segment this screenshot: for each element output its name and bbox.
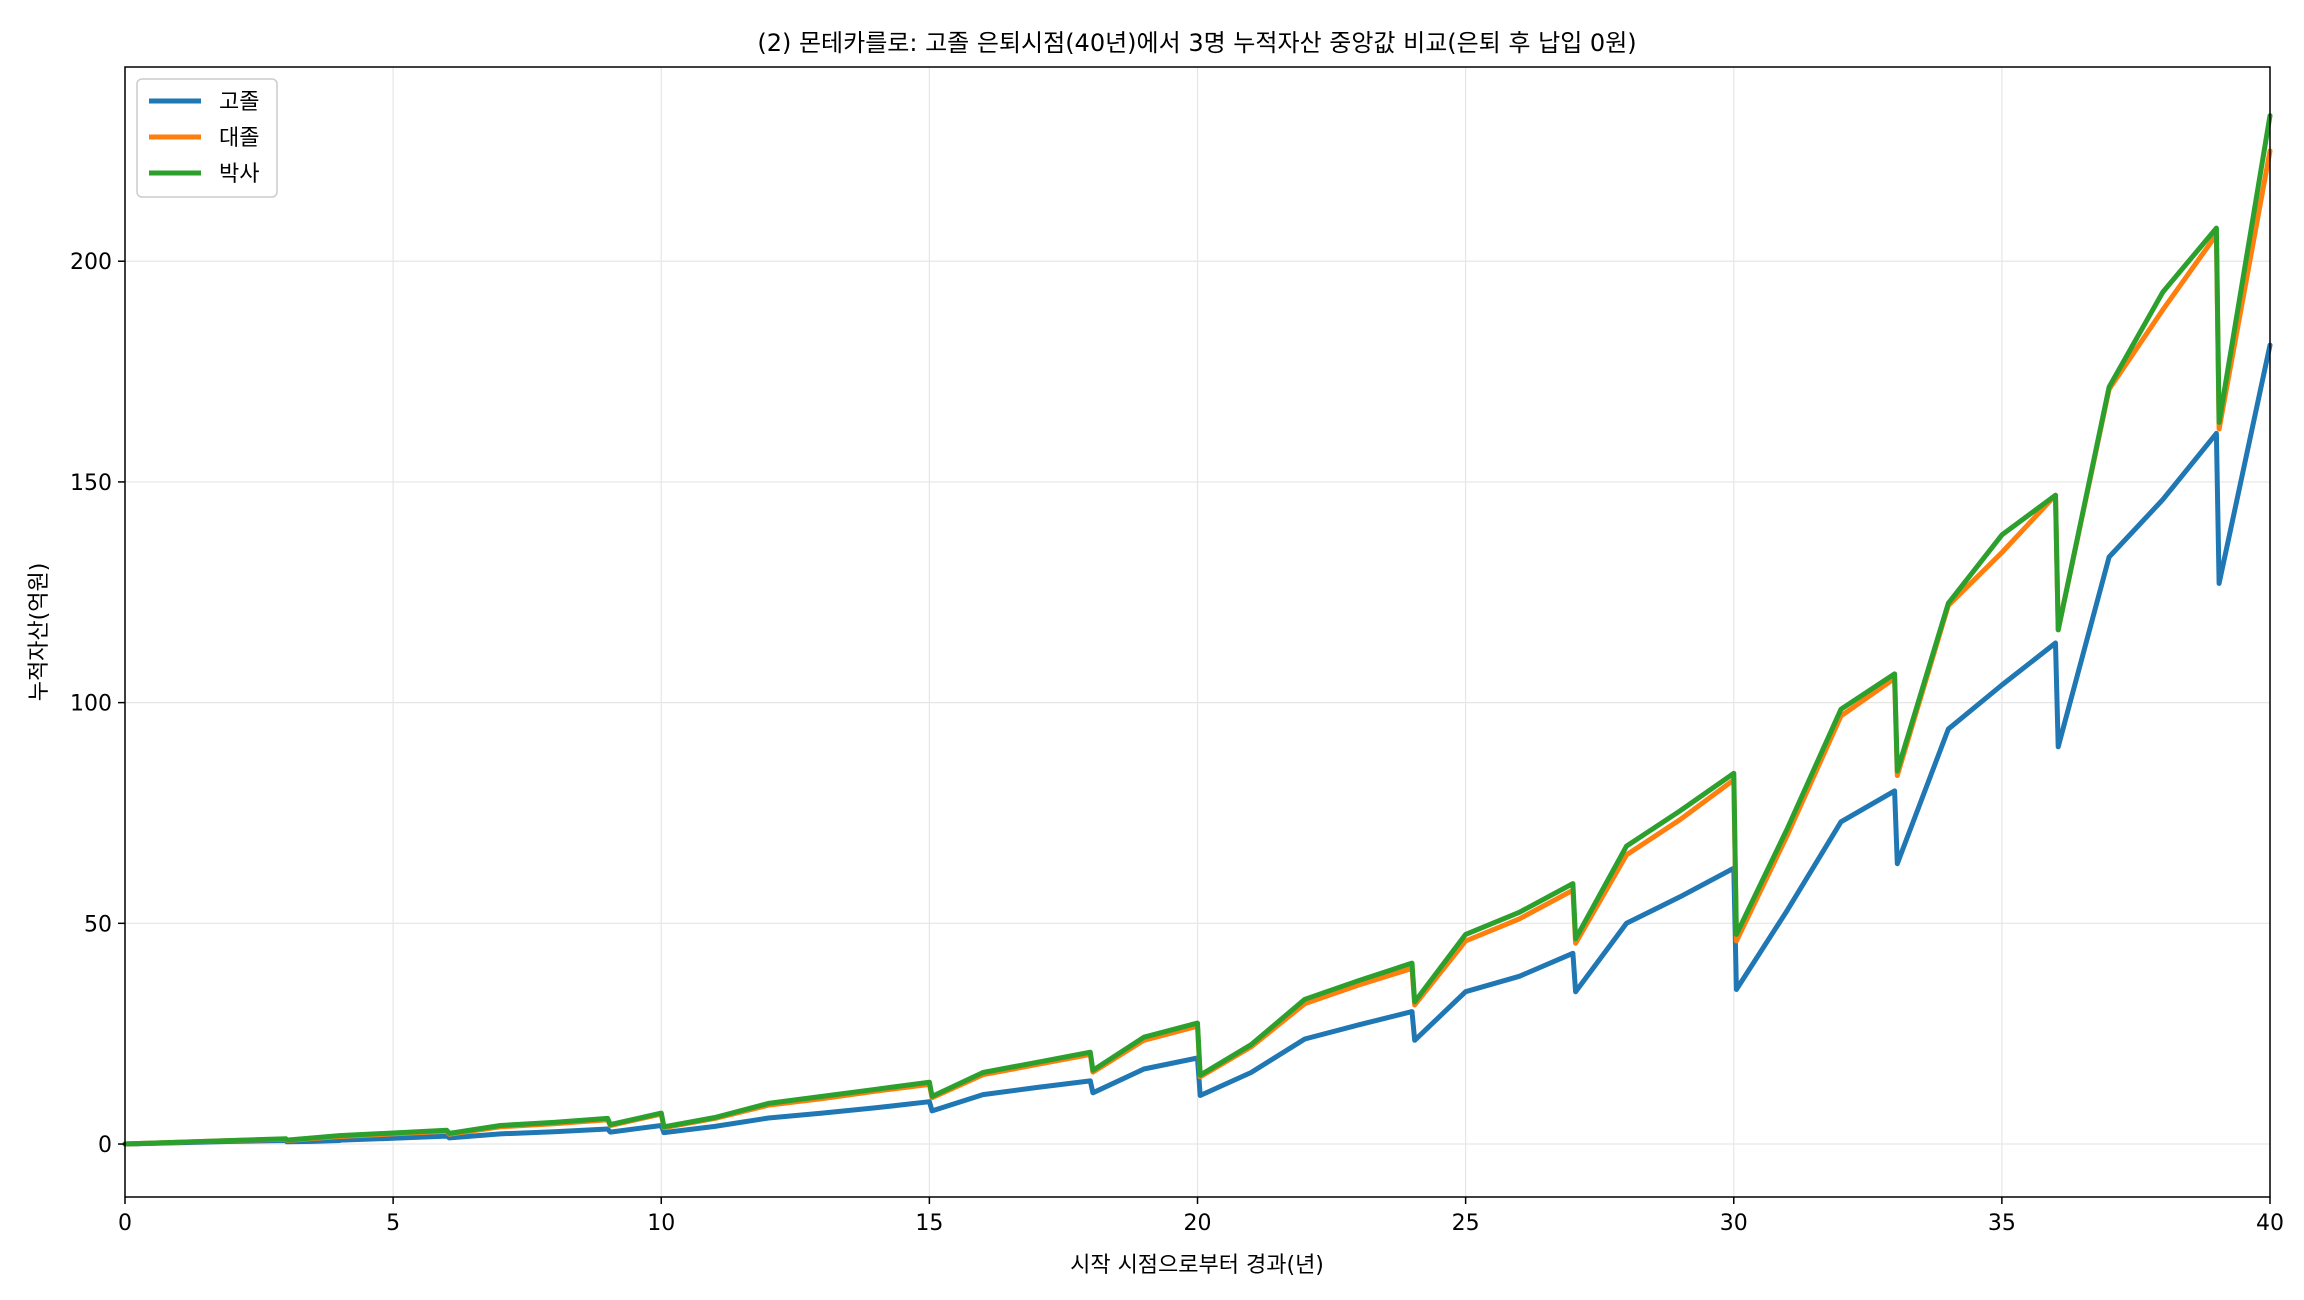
series-lines xyxy=(122,113,2273,1147)
y-tick-label: 0 xyxy=(98,1133,112,1158)
y-axis-label: 누적자산(억원) xyxy=(27,563,52,702)
legend-label-대졸: 대졸 xyxy=(219,126,259,151)
y-tick-label: 200 xyxy=(70,250,112,275)
y-tick-label: 100 xyxy=(70,692,112,717)
legend-label-고졸: 고졸 xyxy=(219,90,259,115)
y-tick-label: 150 xyxy=(70,471,112,496)
x-tick-label: 5 xyxy=(386,1211,400,1236)
x-tick-label: 30 xyxy=(1720,1211,1748,1236)
y-tick-label: 50 xyxy=(84,912,112,937)
x-axis-label: 시작 시점으로부터 경과(년) xyxy=(1070,1253,1324,1278)
x-tick-label: 15 xyxy=(915,1211,943,1236)
chart-title: (2) 몬테카를로: 고졸 은퇴시점(40년)에서 3명 누적자산 중앙값 비교… xyxy=(757,29,1636,57)
x-tick-label: 0 xyxy=(118,1211,132,1236)
axis-ticks: 0 5 10 15 20 25 30 35 40 0 50 100 150 200 xyxy=(70,250,2284,1236)
x-tick-label: 20 xyxy=(1184,1211,1212,1236)
legend: 고졸 대졸 박사 xyxy=(136,78,278,198)
x-tick-label: 35 xyxy=(1988,1211,2016,1236)
grid-lines xyxy=(124,67,2271,1197)
x-tick-label: 25 xyxy=(1452,1211,1480,1236)
legend-label-박사: 박사 xyxy=(219,162,259,187)
x-tick-label: 40 xyxy=(2256,1211,2284,1236)
series-line-박사 xyxy=(122,113,2273,1147)
legend-box xyxy=(136,78,278,198)
x-tick-label: 10 xyxy=(647,1211,675,1236)
series-line-고졸 xyxy=(122,342,2273,1147)
